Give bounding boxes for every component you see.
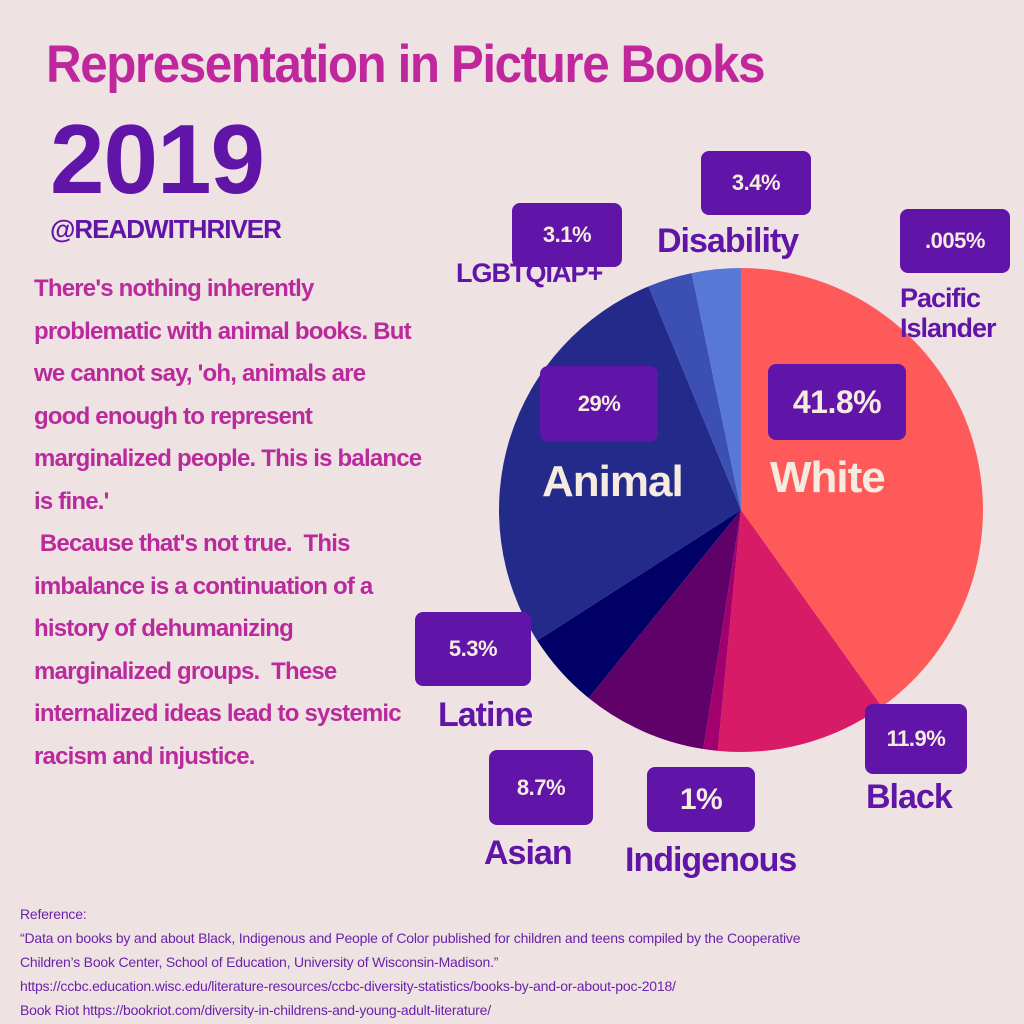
pie-slice-latine xyxy=(537,510,741,698)
references: Reference: “Data on books by and about B… xyxy=(20,902,1010,1022)
label-white: White xyxy=(770,453,886,502)
pct-box-animal: 29% xyxy=(540,366,658,442)
pct-box-pacific-islander: .005% xyxy=(900,209,1010,273)
commentary-paragraph: There's nothing inherently problematic w… xyxy=(34,275,428,515)
pie-slice-black xyxy=(717,510,882,752)
label-pacific-islander: Pacific Islander xyxy=(900,283,997,343)
label-lgbtqiap: LGBTQIAP+ xyxy=(456,258,603,288)
pct-box-indigenous: 1% xyxy=(647,767,755,832)
page-title: Representation in Picture Books xyxy=(46,35,766,94)
commentary-paragraph: Because that's not true. This imbalance … xyxy=(34,530,407,770)
pct-box-disability: 3.4% xyxy=(701,151,811,215)
reference-line: “Data on books by and about Black, Indig… xyxy=(20,930,801,946)
year-heading: 2019 xyxy=(50,104,265,214)
pie-slice-asian xyxy=(588,510,741,750)
pct-box-latine: 5.3% xyxy=(415,612,531,686)
label-indigenous: Indigenous xyxy=(625,841,797,879)
label-latine: Latine xyxy=(438,696,533,734)
author-handle: @READWITHRIVER xyxy=(50,214,282,244)
pct-box-lgbtqiap: 3.1% xyxy=(512,203,622,267)
label-asian: Asian xyxy=(484,834,573,872)
pie-slice-disability xyxy=(691,268,741,510)
reference-line: Children’s Book Center, School of Educat… xyxy=(20,954,499,970)
pct-box-black: 11.9% xyxy=(865,704,967,774)
pct-box-asian: 8.7% xyxy=(489,750,593,825)
label-animal: Animal xyxy=(542,457,684,506)
pie-slice-lgbtqiap xyxy=(648,273,741,510)
pie-slice-indigenous xyxy=(703,510,741,751)
pct-box-white: 41.8% xyxy=(768,364,906,440)
reference-heading: Reference: xyxy=(20,906,87,922)
label-disability: Disability xyxy=(657,222,799,260)
reference-link[interactable]: https://ccbc.education.wisc.edu/literatu… xyxy=(20,978,676,994)
commentary-text: There's nothing inherently problematic w… xyxy=(34,268,424,778)
label-black: Black xyxy=(866,778,953,816)
reference-link[interactable]: Book Riot https://bookriot.com/diversity… xyxy=(20,1002,491,1018)
